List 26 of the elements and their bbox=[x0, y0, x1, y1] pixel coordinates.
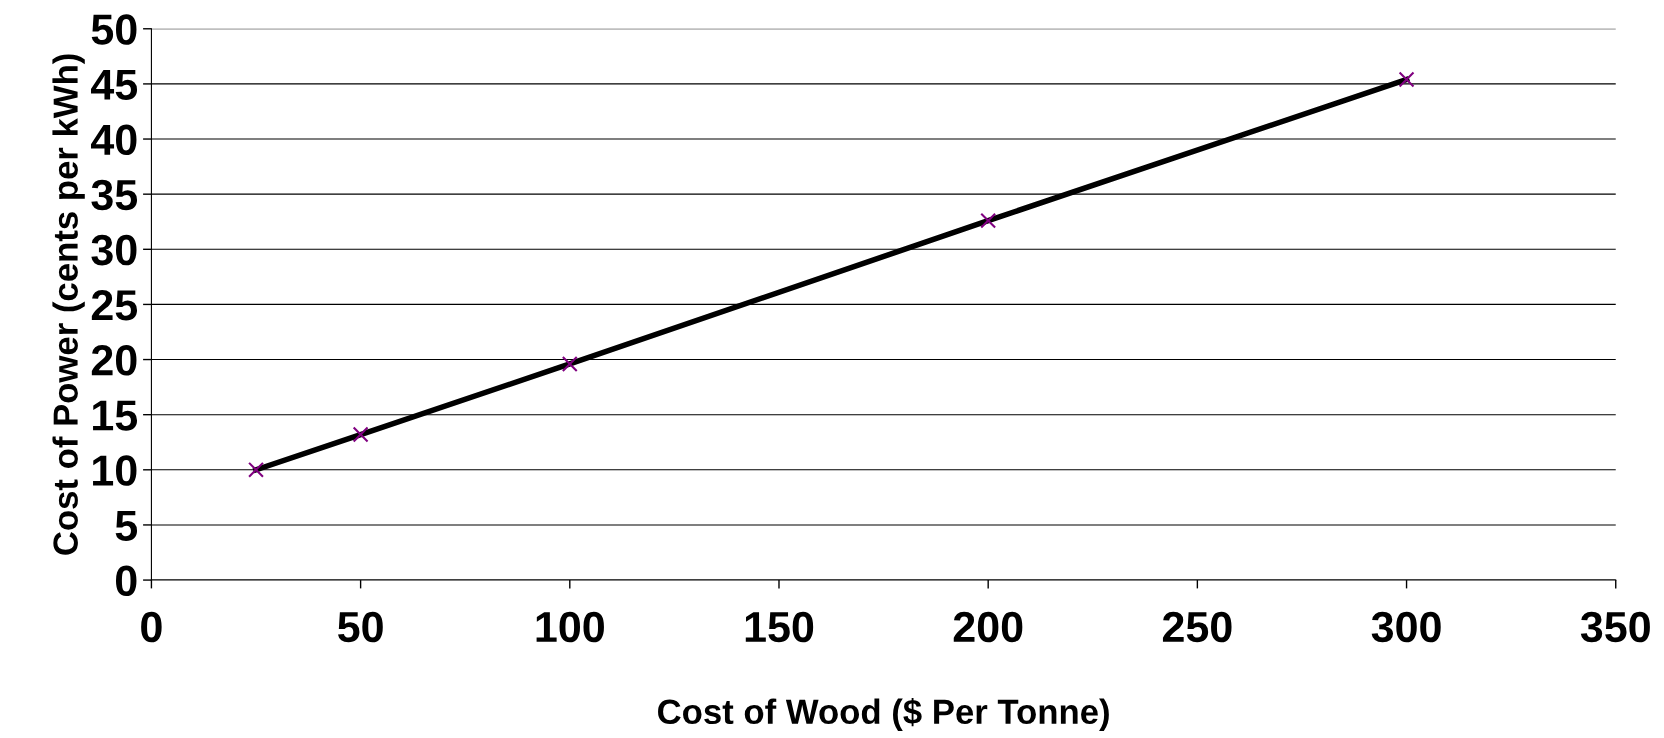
x-tick-label: 350 bbox=[1580, 611, 1650, 643]
point bbox=[561, 355, 578, 372]
y-tick-label: 20 bbox=[91, 345, 137, 376]
point bbox=[1398, 71, 1415, 88]
y-tick-label: 15 bbox=[93, 400, 138, 431]
y-tick-label: 0 bbox=[115, 565, 137, 597]
x-axis-title: Cost of Wood ($ Per Tonne) bbox=[658, 697, 1109, 731]
point bbox=[248, 461, 264, 478]
y-tick-label: 25 bbox=[91, 289, 138, 321]
y-tick-label: 5 bbox=[115, 510, 138, 541]
y-tick-label: 40 bbox=[91, 124, 137, 156]
point bbox=[980, 212, 997, 229]
y-tick-label: 35 bbox=[91, 179, 138, 211]
x-tick-label: 100 bbox=[536, 611, 604, 643]
x-tick-label: 150 bbox=[745, 611, 814, 643]
y-axis-title: Cost of Power (cents per kWh) bbox=[52, 54, 85, 555]
x-tick-label: 0 bbox=[141, 611, 162, 643]
point bbox=[352, 426, 369, 443]
x-tick-label: 50 bbox=[337, 611, 383, 643]
y-tick-label: 50 bbox=[91, 14, 137, 45]
x-tick-label: 300 bbox=[1371, 611, 1441, 643]
x-tick-label: 200 bbox=[953, 611, 1023, 643]
y-tick-label: 10 bbox=[93, 455, 137, 486]
y-tick-label: 30 bbox=[91, 234, 137, 266]
x-tick-label: 250 bbox=[1162, 611, 1232, 643]
y-tick-label: 45 bbox=[91, 69, 138, 100]
